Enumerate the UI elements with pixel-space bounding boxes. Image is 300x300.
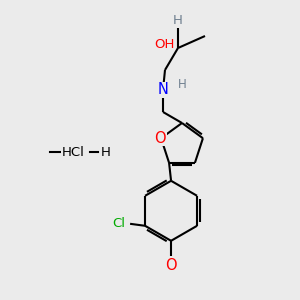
Text: H: H xyxy=(178,77,186,91)
Text: N: N xyxy=(158,82,168,98)
Text: H: H xyxy=(173,14,183,28)
Text: H: H xyxy=(101,146,111,158)
Text: O: O xyxy=(154,131,166,146)
Text: HCl: HCl xyxy=(61,146,84,158)
Text: Cl: Cl xyxy=(112,217,126,230)
Text: O: O xyxy=(165,258,177,273)
Text: OH: OH xyxy=(154,38,174,50)
